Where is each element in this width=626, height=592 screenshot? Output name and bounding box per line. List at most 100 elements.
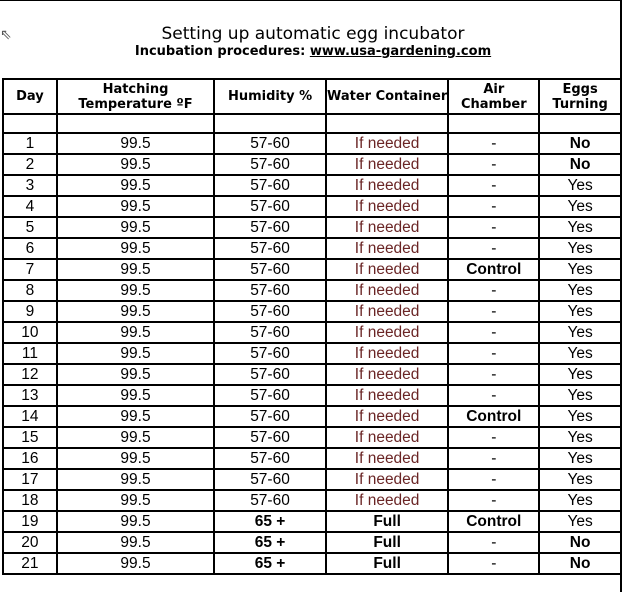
page-subtitle: Incubation procedures: www.usa-gardening…: [0, 44, 626, 59]
cell-day: 5: [2, 216, 58, 239]
cell-eggs-turning: No: [538, 531, 622, 554]
table-row: 16 99.5 57-60 If needed - Yes: [2, 447, 622, 470]
cell-air-chamber: -: [447, 468, 541, 491]
cell-water-container: If needed: [324, 447, 450, 470]
cell-humidity: 57-60: [213, 489, 327, 512]
table-row: 3 99.5 57-60 If needed - Yes: [2, 174, 622, 197]
cell-day: 19: [2, 510, 58, 533]
table-row: 17 99.5 57-60 If needed - Yes: [2, 468, 622, 491]
cell-humidity: 57-60: [213, 426, 327, 449]
incubation-table: Day Hatching Temperature ºF Humidity % Wate…: [2, 78, 622, 575]
table-row: 19 99.5 65 + Full Control Yes: [2, 510, 622, 533]
header-air-chamber: Air Chamber: [447, 78, 541, 115]
cell-day: 2: [2, 153, 58, 176]
table-row: 11 99.5 57-60 If needed - Yes: [2, 342, 622, 365]
cell-eggs-turning: Yes: [538, 342, 622, 365]
cell-water-container: If needed: [324, 300, 450, 323]
table-row: 13 99.5 57-60 If needed - Yes: [2, 384, 622, 407]
cell-eggs-turning: Yes: [538, 195, 622, 218]
cell-eggs-turning: Yes: [538, 468, 622, 491]
cell-day: 12: [2, 363, 58, 386]
cell-air-chamber: -: [447, 384, 541, 407]
cell-air-chamber: -: [447, 279, 541, 302]
cell-day: 14: [2, 405, 58, 428]
cell-water-container: If needed: [324, 195, 450, 218]
table-row: 1 99.5 57-60 If needed - No: [2, 132, 622, 155]
cell-humidity: 57-60: [213, 468, 327, 491]
cell-air-chamber: -: [447, 447, 541, 470]
cell-water-container: If needed: [324, 342, 450, 365]
table-row: 20 99.5 65 + Full - No: [2, 531, 622, 554]
cell-air-chamber: Control: [447, 405, 541, 428]
cell-temperature: 99.5: [55, 195, 216, 218]
header-temperature: Hatching Temperature ºF: [55, 78, 216, 115]
cell-humidity: 57-60: [213, 405, 327, 428]
cell-temperature: 99.5: [55, 279, 216, 302]
cell-temperature: 99.5: [55, 153, 216, 176]
cell-day: 17: [2, 468, 58, 491]
cell-water-container: If needed: [324, 405, 450, 428]
cell-air-chamber: -: [447, 174, 541, 197]
mouse-cursor-icon: ⇖: [0, 26, 12, 42]
website-link[interactable]: www.usa-gardening.com: [309, 44, 492, 59]
cell-day: 21: [2, 552, 58, 575]
cell-air-chamber: Control: [447, 510, 541, 533]
cell-humidity: 57-60: [213, 300, 327, 323]
cell-water-container: Full: [324, 510, 450, 533]
cell-day: 1: [2, 132, 58, 155]
cell-day: 9: [2, 300, 58, 323]
cell-water-container: If needed: [324, 279, 450, 302]
table-row: 9 99.5 57-60 If needed - Yes: [2, 300, 622, 323]
cell-humidity: 57-60: [213, 342, 327, 365]
cell-day: 3: [2, 174, 58, 197]
cell-temperature: 99.5: [55, 531, 216, 554]
blank-row: [2, 113, 622, 134]
cell-water-container: If needed: [324, 321, 450, 344]
table-row: 4 99.5 57-60 If needed - Yes: [2, 195, 622, 218]
table-row: 18 99.5 57-60 If needed - Yes: [2, 489, 622, 512]
cell-water-container: If needed: [324, 216, 450, 239]
cell-water-container: If needed: [324, 174, 450, 197]
cell-water-container: If needed: [324, 384, 450, 407]
cell-eggs-turning: No: [538, 153, 622, 176]
cell-temperature: 99.5: [55, 384, 216, 407]
cell-humidity: 57-60: [213, 384, 327, 407]
cell-air-chamber: -: [447, 552, 541, 575]
cell-eggs-turning: Yes: [538, 384, 622, 407]
cell-water-container: If needed: [324, 153, 450, 176]
cell-temperature: 99.5: [55, 237, 216, 260]
cell-temperature: 99.5: [55, 363, 216, 386]
cell-temperature: 99.5: [55, 552, 216, 575]
cell-air-chamber: -: [447, 132, 541, 155]
cell-humidity: 57-60: [213, 132, 327, 155]
cell-humidity: 57-60: [213, 216, 327, 239]
cell-eggs-turning: Yes: [538, 510, 622, 533]
cell-water-container: If needed: [324, 363, 450, 386]
cell-eggs-turning: No: [538, 552, 622, 575]
cell-day: 16: [2, 447, 58, 470]
cell-temperature: 99.5: [55, 510, 216, 533]
cell-temperature: 99.5: [55, 468, 216, 491]
cell-humidity: 65 +: [213, 531, 327, 554]
cell-air-chamber: Control: [447, 258, 541, 281]
cell-eggs-turning: Yes: [538, 363, 622, 386]
cell-air-chamber: -: [447, 195, 541, 218]
cell-eggs-turning: Yes: [538, 258, 622, 281]
cell-day: 20: [2, 531, 58, 554]
cell-temperature: 99.5: [55, 321, 216, 344]
cell-humidity: 65 +: [213, 510, 327, 533]
cell-humidity: 57-60: [213, 447, 327, 470]
cell-water-container: If needed: [324, 489, 450, 512]
cell-humidity: 57-60: [213, 258, 327, 281]
table-row: 15 99.5 57-60 If needed - Yes: [2, 426, 622, 449]
cell-air-chamber: -: [447, 426, 541, 449]
cell-air-chamber: -: [447, 489, 541, 512]
cell-air-chamber: -: [447, 300, 541, 323]
header-row: Day Hatching Temperature ºF Humidity % Wate…: [2, 78, 622, 115]
cell-water-container: If needed: [324, 132, 450, 155]
cell-day: 10: [2, 321, 58, 344]
table-row: 12 99.5 57-60 If needed - Yes: [2, 363, 622, 386]
cell-temperature: 99.5: [55, 216, 216, 239]
cell-day: 6: [2, 237, 58, 260]
